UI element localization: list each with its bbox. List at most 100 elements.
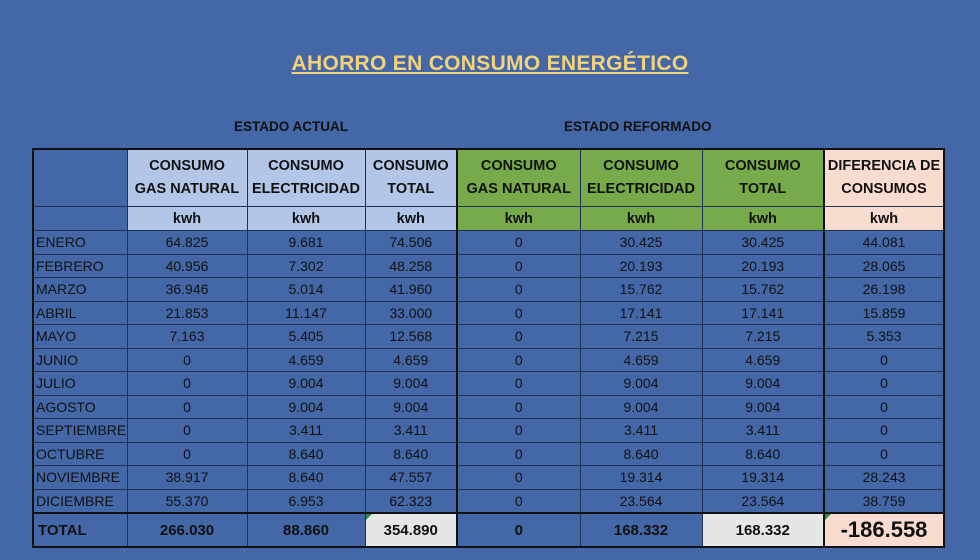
value-total-actual: 47.557 [364,465,458,490]
header-gas-reformado: CONSUMO GAS NATURAL [456,148,581,207]
table-row: JULIO 0 9.004 9.004 0 9.004 9.004 0 [32,371,945,396]
value-gas-actual: 0 [126,418,248,443]
value-electricidad-actual: 7.302 [246,253,366,278]
value-total-reformado: 8.640 [701,441,825,466]
table-row: MAYO 7.163 5.405 12.568 0 7.215 7.215 5.353 [32,324,945,349]
value-diferencia: 5.353 [823,324,945,349]
value-gas-actual: 266.030 [126,512,248,548]
value-electricidad-reformado: 17.141 [579,300,703,325]
value-total-reformado: 20.193 [701,253,825,278]
month-cell: ABRIL [32,300,128,325]
value-gas-reformado: 0 [456,347,581,372]
value-electricidad-actual: 8.640 [246,441,366,466]
section-estado-actual: ESTADO ACTUAL [234,119,348,134]
value-gas-reformado: 0 [456,441,581,466]
value-total-actual: 12.568 [364,324,458,349]
value-total-actual: 4.659 [364,347,458,372]
value-electricidad-actual: 11.147 [246,300,366,325]
value-electricidad-reformado: 19.314 [579,465,703,490]
value-total-reformado: 15.762 [701,277,825,302]
unit-cell: kwh [456,206,581,231]
value-electricidad-actual: 88.860 [246,512,366,548]
value-electricidad-actual: 9.004 [246,394,366,419]
value-electricidad-actual: 9.004 [246,371,366,396]
value-diferencia: 0 [823,418,945,443]
value-gas-reformado: 0 [456,300,581,325]
value-total-reformado: 3.411 [701,418,825,443]
value-gas-actual: 7.163 [126,324,248,349]
value-electricidad-reformado: 3.411 [579,418,703,443]
value-electricidad-reformado: 8.640 [579,441,703,466]
value-gas-reformado: 0 [456,512,581,548]
month-cell: AGOSTO [32,394,128,419]
corner-cell [32,148,128,207]
value-gas-reformado: 0 [456,488,581,514]
table-row: SEPTIEMBRE 0 3.411 3.411 0 3.411 3.411 0 [32,418,945,443]
month-cell: MAYO [32,324,128,349]
section-estado-reformado: ESTADO REFORMADO [564,119,712,134]
value-electricidad-reformado: 9.004 [579,394,703,419]
value-diferencia: 15.859 [823,300,945,325]
value-gas-actual: 0 [126,347,248,372]
value-total-actual: 9.004 [364,394,458,419]
value-diferencia: 0 [823,394,945,419]
month-cell: ENERO [32,230,128,255]
value-gas-reformado: 0 [456,371,581,396]
consumption-table: CONSUMO GAS NATURAL CONSUMO ELECTRICIDAD C… [32,148,945,548]
value-total-actual: 33.000 [364,300,458,325]
value-gas-actual: 55.370 [126,488,248,514]
value-total-actual: 48.258 [364,253,458,278]
table-row: AGOSTO 0 9.004 9.004 0 9.004 9.004 0 [32,394,945,419]
total-row: TOTAL 266.030 88.860 354.890 0 168.332 168.332… [32,512,945,548]
header-electricidad-reformado: CONSUMO ELECTRICIDAD [579,148,703,207]
month-cell: FEBRERO [32,253,128,278]
value-gas-actual: 21.853 [126,300,248,325]
header-total-reformado: CONSUMO TOTAL [701,148,825,207]
table-row: DICIEMBRE 55.370 6.953 62.323 0 23.564 23.564 3… [32,488,945,514]
value-electricidad-reformado: 7.215 [579,324,703,349]
total-label: TOTAL [32,512,128,548]
value-diferencia: -186.558 [823,512,945,548]
value-gas-actual: 0 [126,394,248,419]
table-row: ENERO 64.825 9.681 74.506 0 30.425 30.425 44.08… [32,230,945,255]
corner-cell-unit [32,206,128,231]
month-cell: JULIO [32,371,128,396]
value-gas-actual: 0 [126,441,248,466]
value-electricidad-reformado: 168.332 [579,512,703,548]
value-electricidad-actual: 6.953 [246,488,366,514]
value-electricidad-reformado: 23.564 [579,488,703,514]
value-gas-actual: 0 [126,371,248,396]
month-cell: SEPTIEMBRE [32,418,128,443]
value-gas-reformado: 0 [456,465,581,490]
unit-cell: kwh [579,206,703,231]
value-total-reformado: 9.004 [701,371,825,396]
value-gas-reformado: 0 [456,394,581,419]
value-gas-actual: 64.825 [126,230,248,255]
value-electricidad-reformado: 9.004 [579,371,703,396]
value-total-reformado: 30.425 [701,230,825,255]
value-total-reformado: 168.332 [701,512,825,548]
unit-row: kwh kwh kwh kwh kwh kwh kwh [32,206,945,231]
table-row: ABRIL 21.853 11.147 33.000 0 17.141 17.141 15.8… [32,300,945,325]
unit-cell: kwh [823,206,945,231]
value-diferencia: 26.198 [823,277,945,302]
value-diferencia: 0 [823,347,945,372]
value-total-actual: 9.004 [364,371,458,396]
unit-cell: kwh [701,206,825,231]
table-row: OCTUBRE 0 8.640 8.640 0 8.640 8.640 0 [32,441,945,466]
value-gas-reformado: 0 [456,253,581,278]
value-diferencia: 0 [823,441,945,466]
value-total-actual: 8.640 [364,441,458,466]
value-total-reformado: 9.004 [701,394,825,419]
value-electricidad-actual: 5.014 [246,277,366,302]
value-gas-reformado: 0 [456,324,581,349]
value-diferencia: 28.243 [823,465,945,490]
value-gas-reformado: 0 [456,418,581,443]
unit-cell: kwh [364,206,458,231]
month-cell: NOVIEMBRE [32,465,128,490]
header-diferencia: DIFERENCIA DE CONSUMOS [823,148,945,207]
value-electricidad-reformado: 20.193 [579,253,703,278]
value-total-reformado: 19.314 [701,465,825,490]
value-total-actual: 62.323 [364,488,458,514]
month-cell: OCTUBRE [32,441,128,466]
